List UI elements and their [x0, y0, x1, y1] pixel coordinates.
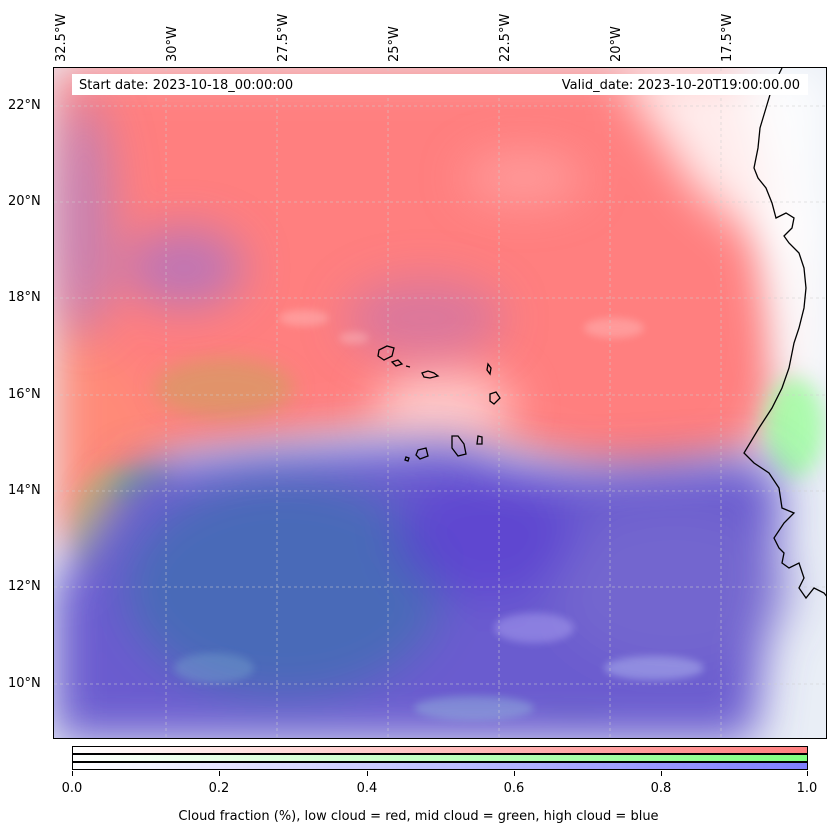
colorbar-low-band: [72, 746, 808, 754]
cloud-fraction-map: [53, 67, 827, 739]
lon-label: 20°W: [609, 26, 624, 62]
lon-label: 30°W: [165, 26, 180, 62]
colorbar-tick-label: 1.0: [796, 781, 818, 796]
lat-label: 14°N: [8, 483, 41, 498]
colorbar-tick-label: 0.6: [503, 781, 525, 796]
colorbar-tick: [367, 771, 368, 776]
colorbar-tick: [807, 771, 808, 776]
colorbar-title: Cloud fraction (%), low cloud = red, mid…: [178, 809, 659, 824]
colorbar-tick: [661, 771, 662, 776]
lat-label: 20°N: [8, 194, 41, 209]
colorbar-tick-label: 0.0: [61, 781, 83, 796]
colorbar-mid-band: [72, 754, 808, 762]
valid-date-label: Valid_date: 2023-10-20T19:00:00.00: [561, 78, 800, 93]
lon-label: 32.5°W: [54, 13, 69, 62]
colorbar-tick: [72, 771, 73, 776]
lon-label: 22.5°W: [498, 13, 513, 62]
lon-label: 27.5°W: [276, 13, 291, 62]
colorbar-tick: [219, 771, 220, 776]
cloud-texture: [174, 310, 704, 720]
colorbar-tick: [514, 771, 515, 776]
lat-label: 18°N: [8, 290, 41, 305]
colorbar-tick-label: 0.8: [650, 781, 672, 796]
graticule: [54, 68, 826, 738]
lon-label: 17.5°W: [720, 13, 735, 62]
cape-verde-islands: [377, 345, 501, 462]
map-canvas: [54, 68, 826, 738]
colorbar-tick-label: 0.4: [356, 781, 378, 796]
start-date-label: Start date: 2023-10-18_00:00:00: [79, 78, 294, 93]
africa-coastline: [743, 68, 826, 600]
colorbar-high-band: [72, 762, 808, 770]
lat-label: 22°N: [8, 98, 41, 113]
lon-label: 25°W: [387, 26, 402, 62]
lat-label: 10°N: [8, 676, 41, 691]
clear-area-layer: [374, 68, 826, 448]
lat-label: 12°N: [8, 579, 41, 594]
lat-label: 16°N: [8, 387, 41, 402]
date-header: [72, 74, 808, 95]
colorbar-tick-label: 0.2: [208, 781, 230, 796]
